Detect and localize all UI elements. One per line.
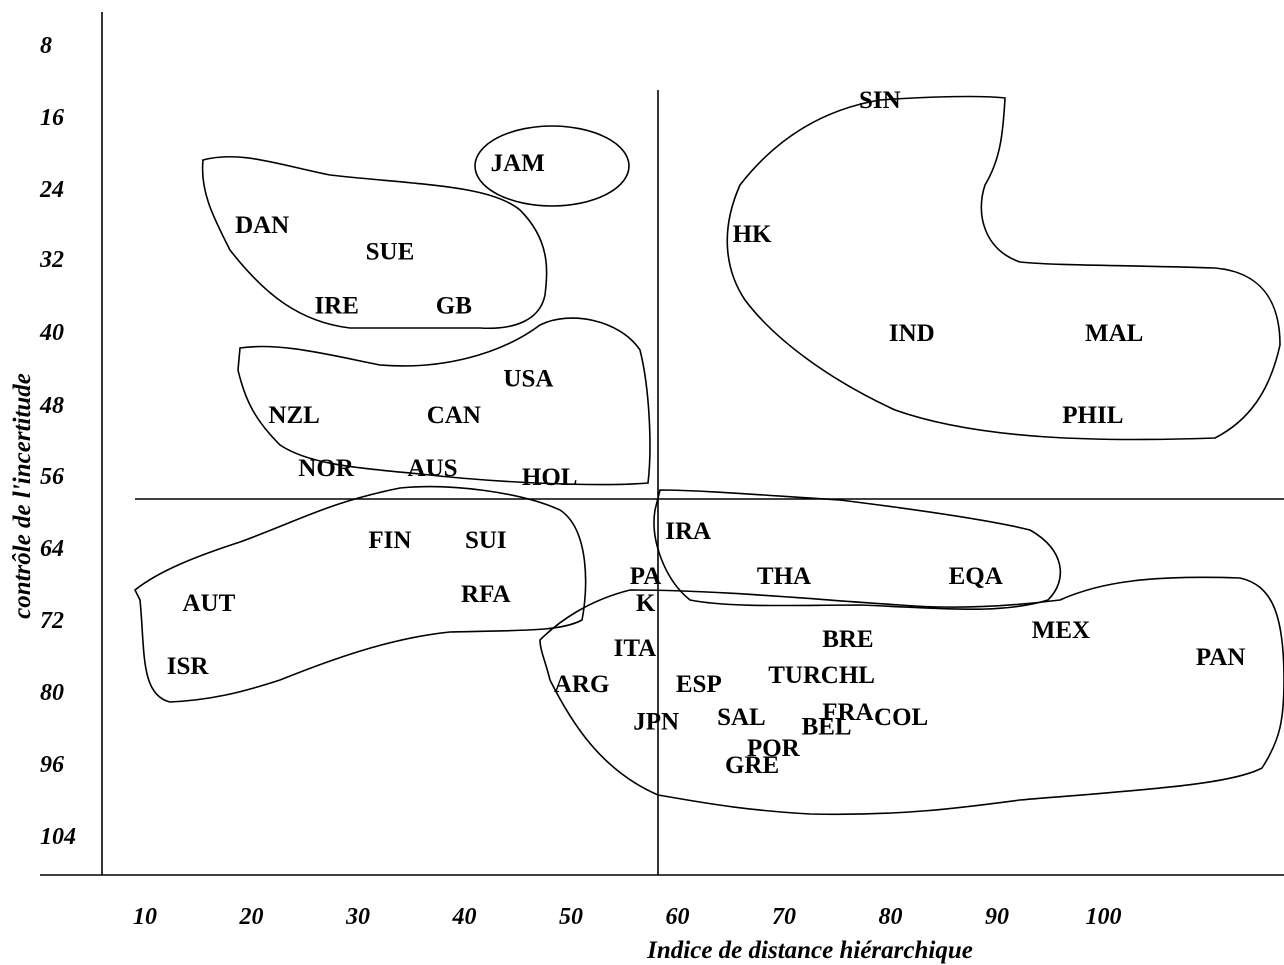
point-label-ire: IRE	[314, 293, 358, 320]
point-label-usa: USA	[503, 366, 553, 393]
y-tick-label: 48	[39, 393, 64, 419]
x-tick-label: 30	[345, 904, 370, 930]
point-label-jpn: JPN	[633, 709, 679, 736]
point-label-mal: MAL	[1085, 320, 1143, 347]
y-tick-label: 16	[40, 105, 64, 131]
point-label-pa: PA	[630, 563, 661, 590]
point-label-nzl: NZL	[268, 402, 319, 429]
point-label-ind: IND	[889, 320, 935, 347]
y-axis-title: contrôle de l'incertitude	[9, 373, 36, 619]
point-label-rfa: RFA	[461, 581, 511, 608]
y-tick-label: 64	[40, 536, 64, 562]
point-label-ira: IRA	[665, 518, 711, 545]
cluster-outline-nordic	[201, 155, 548, 330]
x-axis-ticks: 10 20 30 40 50 60 70 80 90 100	[133, 904, 1122, 930]
x-tick-label: 100	[1086, 904, 1122, 930]
y-tick-label: 96	[40, 752, 64, 778]
point-label-isr: ISR	[167, 653, 210, 680]
country-labels: JAM DAN SUE IRE GB SIN HK IND MAL PHIL USA NZL CAN NO…	[167, 87, 1246, 779]
y-tick-label: 80	[40, 680, 64, 706]
point-label-k: K	[636, 590, 656, 617]
x-tick-label: 10	[133, 904, 157, 930]
x-tick-label: 50	[559, 904, 583, 930]
y-axis-ticks: 8 16 24 32 40 48 56 64 72 80 96 104	[39, 33, 76, 850]
point-label-esp: ESP	[676, 671, 722, 698]
point-label-sin: SIN	[859, 87, 901, 114]
x-tick-label: 90	[985, 904, 1009, 930]
point-label-bre: BRE	[822, 626, 873, 653]
cluster-outline-germanic	[133, 485, 587, 703]
point-label-tha: THA	[757, 563, 811, 590]
point-label-sue: SUE	[366, 238, 415, 265]
point-label-col: COL	[874, 704, 928, 731]
x-tick-label: 20	[239, 904, 264, 930]
x-tick-label: 80	[879, 904, 903, 930]
y-tick-label: 104	[40, 824, 76, 850]
point-label-jam: JAM	[491, 150, 545, 177]
point-label-dan: DAN	[235, 212, 289, 239]
x-axis-title: Indice de distance hiérarchique	[646, 937, 973, 964]
cluster-outline-jamaica	[474, 125, 630, 207]
point-label-sui: SUI	[465, 527, 507, 554]
cluster-outline-latin	[539, 576, 1284, 816]
y-tick-label: 24	[39, 177, 64, 203]
point-label-sal: SAL	[717, 704, 766, 731]
point-label-mex: MEX	[1032, 617, 1090, 644]
point-label-chl: CHL	[821, 662, 875, 689]
point-label-hol: HOL	[522, 464, 578, 491]
point-label-phil: PHIL	[1062, 402, 1123, 429]
cluster-outline-asia	[726, 95, 1281, 441]
point-label-aus: AUS	[408, 455, 458, 482]
point-label-gre: GRE	[725, 752, 779, 779]
cluster-outline-anglo	[237, 317, 651, 486]
point-label-aut: AUT	[183, 590, 236, 617]
point-label-hk: HK	[733, 221, 772, 248]
y-tick-label: 40	[39, 320, 64, 346]
x-tick-label: 70	[772, 904, 796, 930]
point-label-ita: ITA	[614, 635, 657, 662]
point-label-por: POR	[747, 735, 801, 762]
x-tick-label: 60	[666, 904, 690, 930]
y-tick-label: 8	[40, 33, 52, 59]
point-label-tur: TUR	[768, 662, 822, 689]
point-label-arg: ARG	[554, 671, 610, 698]
y-tick-label: 32	[39, 247, 64, 273]
cluster-outline-southeast	[653, 489, 1062, 611]
point-label-pan: PAN	[1196, 644, 1246, 671]
point-label-eqa: EQA	[949, 563, 1003, 590]
point-label-fin: FIN	[368, 527, 411, 554]
y-tick-label: 56	[40, 464, 64, 490]
point-label-fra: FRA	[822, 699, 873, 726]
y-tick-label: 72	[40, 608, 64, 634]
point-label-gb: GB	[436, 293, 472, 320]
cluster-outlines	[133, 95, 1284, 816]
point-label-can: CAN	[427, 402, 481, 429]
point-label-nor: NOR	[298, 455, 355, 482]
point-label-bel: BEL	[802, 713, 852, 740]
x-tick-label: 40	[452, 904, 477, 930]
